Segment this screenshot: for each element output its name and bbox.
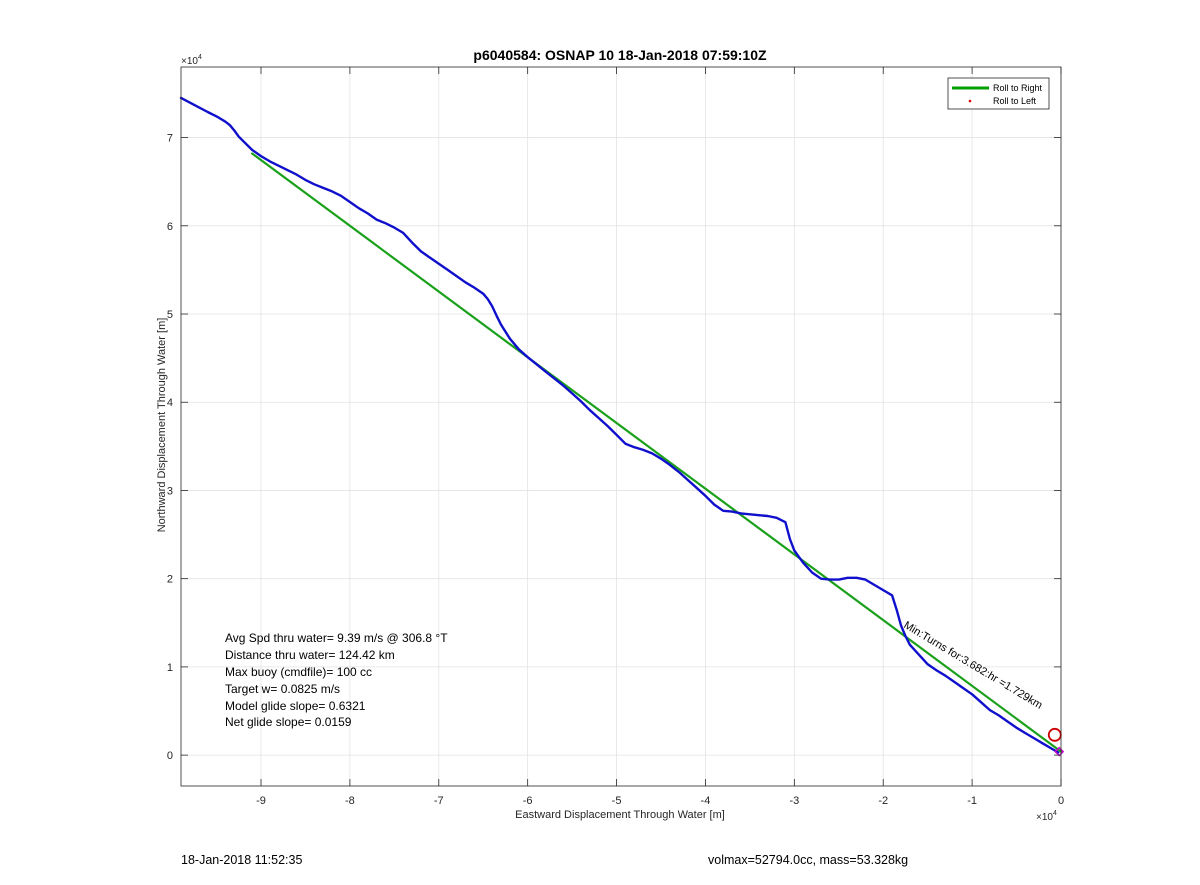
x-tick-label: -6 xyxy=(523,795,533,807)
x-tick-label: -4 xyxy=(701,795,711,807)
stat-avg-speed: Avg Spd thru water= 9.39 m/s @ 306.8 °T xyxy=(225,631,448,645)
stat-target-w: Target w= 0.0825 m/s xyxy=(225,682,340,696)
y-axis-label: Northward Displacement Through Water [m] xyxy=(156,318,168,533)
legend: Roll to Right Roll to Left xyxy=(947,77,1050,110)
end-marker xyxy=(1054,746,1065,757)
stat-model-glide: Model glide slope= 0.6321 xyxy=(225,699,366,713)
start-marker xyxy=(1047,727,1062,742)
x-axis-label: Eastward Displacement Through Water [m] xyxy=(515,809,725,821)
legend-box xyxy=(947,77,1050,110)
x-tick-label: 0 xyxy=(1058,795,1064,807)
y-tick-label: 5 xyxy=(167,309,173,321)
x-tick-label: -5 xyxy=(612,795,622,807)
x-tick-label: -8 xyxy=(345,795,355,807)
y-tick-label: 1 xyxy=(167,662,173,674)
stat-distance: Distance thru water= 124.42 km xyxy=(225,648,395,662)
y-tick-label: 0 xyxy=(167,750,173,762)
y-tick-label: 3 xyxy=(167,485,173,497)
y-tick-label: 2 xyxy=(167,574,173,586)
x-tick-label: -1 xyxy=(967,795,977,807)
y-tick-label: 6 xyxy=(167,221,173,233)
stat-max-buoy: Max buoy (cmdfile)= 100 cc xyxy=(225,665,372,679)
x-exponent-label: ×104 xyxy=(1036,810,1057,823)
y-exponent-label: ×104 xyxy=(181,54,202,67)
x-tick-label: -3 xyxy=(789,795,799,807)
series-layer xyxy=(179,96,1063,754)
chart-title: p6040584: OSNAP 10 18-Jan-2018 07:59:10Z xyxy=(473,47,767,63)
stat-net-glide: Net glide slope= 0.0159 xyxy=(225,715,352,729)
stats-annotation: Avg Spd thru water= 9.39 m/s @ 306.8 °T … xyxy=(225,631,448,729)
y-tick-label: 7 xyxy=(167,133,173,145)
y-tick-label: 4 xyxy=(167,397,173,409)
axis-ticks: -9 -8 -7 -6 -5 -4 -3 -2 -1 0 0 1 2 3 4 5 6 7 xyxy=(167,67,1064,807)
footer-info: volmax=52794.0cc, mass=53.328kg xyxy=(708,853,909,867)
legend-label-roll-left: Roll to Left xyxy=(993,96,1037,106)
roll-to-right-line xyxy=(251,152,1063,753)
x-tick-label: -9 xyxy=(256,795,266,807)
legend-label-roll-right: Roll to Right xyxy=(993,83,1043,93)
x-tick-label: -7 xyxy=(434,795,444,807)
glider-track-line xyxy=(179,96,1060,754)
plot-area-border xyxy=(180,66,1062,787)
turns-annotation: Min:Turns for:3.682:hr =1.729km xyxy=(901,619,1044,711)
grid-lines xyxy=(181,67,1062,786)
x-tick-label: -2 xyxy=(878,795,888,807)
legend-swatch-roll-left xyxy=(968,99,972,103)
footer-timestamp: 18-Jan-2018 11:52:35 xyxy=(181,853,303,867)
